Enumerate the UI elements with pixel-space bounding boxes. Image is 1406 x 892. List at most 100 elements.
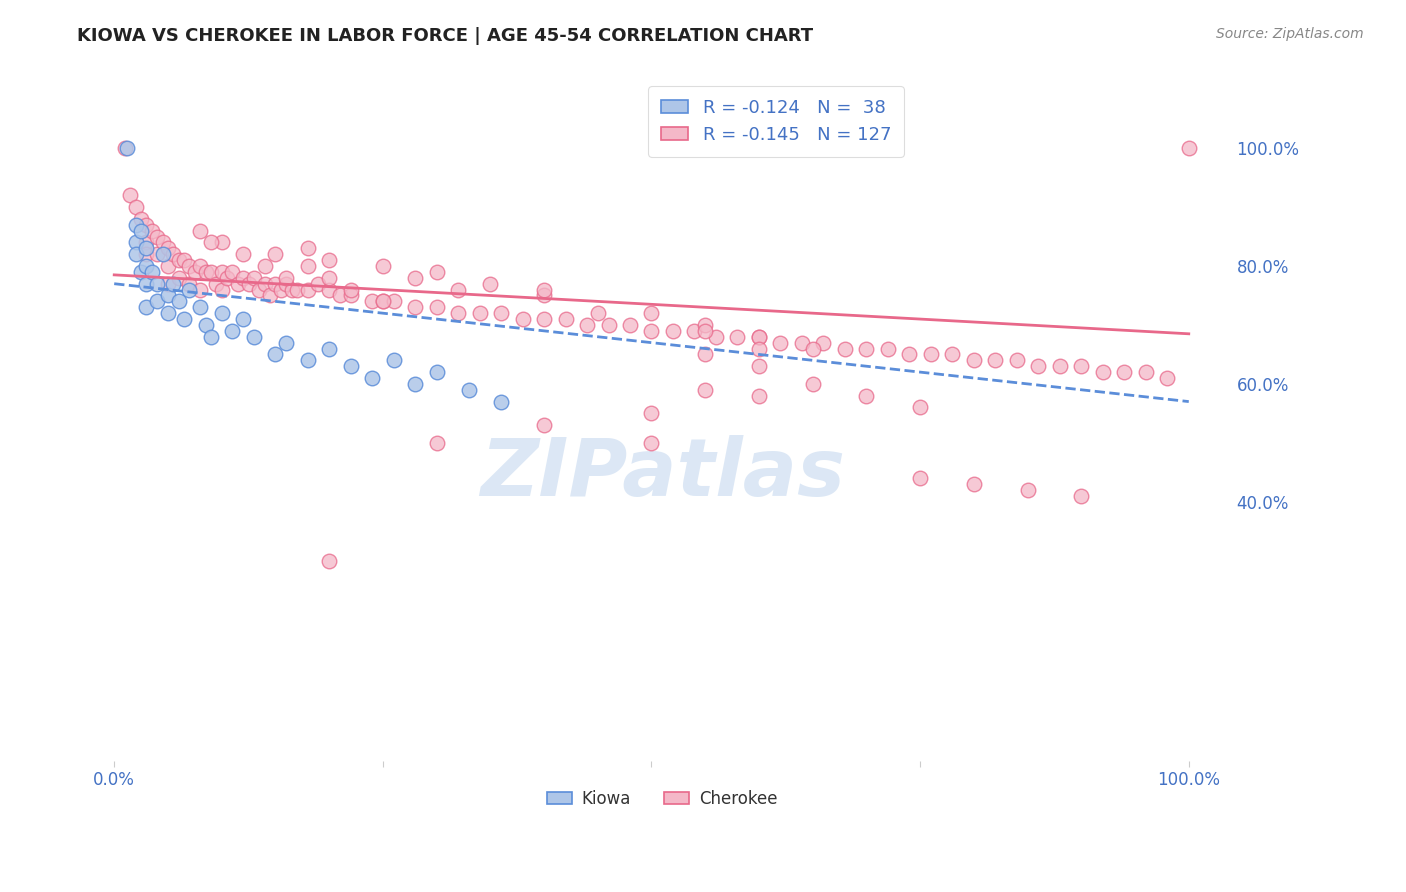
Point [371, 294, 394, 309]
Point [695, 347, 717, 361]
Point [941, 347, 963, 361]
Point [243, 270, 266, 285]
Point [1070, 359, 1092, 374]
Point [232, 247, 254, 261]
Point [211, 306, 233, 320]
Point [156, 277, 179, 291]
Point [253, 259, 276, 273]
Point [264, 277, 287, 291]
Point [232, 312, 254, 326]
Point [512, 312, 534, 326]
Point [156, 288, 179, 302]
Point [135, 241, 157, 255]
Point [586, 306, 609, 320]
Point [125, 200, 148, 214]
Point [194, 265, 217, 279]
Point [141, 224, 163, 238]
Point [120, 188, 142, 202]
Point [576, 318, 599, 332]
Point [748, 330, 770, 344]
Point [221, 324, 243, 338]
Point [489, 306, 512, 320]
Point [361, 294, 384, 309]
Point [554, 312, 576, 326]
Point [1005, 353, 1028, 368]
Point [533, 418, 555, 433]
Point [200, 330, 222, 344]
Point [426, 265, 449, 279]
Point [162, 277, 184, 291]
Point [205, 277, 228, 291]
Point [184, 265, 207, 279]
Point [173, 312, 195, 326]
Point [221, 265, 243, 279]
Point [748, 389, 770, 403]
Point [173, 253, 195, 268]
Point [619, 318, 641, 332]
Point [125, 235, 148, 250]
Point [156, 306, 179, 320]
Point [253, 277, 276, 291]
Point [727, 330, 749, 344]
Point [211, 283, 233, 297]
Point [876, 342, 898, 356]
Point [704, 330, 727, 344]
Point [135, 235, 157, 250]
Point [226, 277, 249, 291]
Point [188, 283, 211, 297]
Point [404, 376, 426, 391]
Point [533, 312, 555, 326]
Point [194, 318, 217, 332]
Point [200, 265, 222, 279]
Point [318, 270, 340, 285]
Point [1091, 365, 1114, 379]
Point [141, 265, 163, 279]
Point [598, 318, 620, 332]
Point [769, 335, 792, 350]
Point [640, 324, 662, 338]
Point [1070, 489, 1092, 503]
Point [179, 283, 201, 297]
Point [339, 359, 361, 374]
Point [748, 359, 770, 374]
Point [232, 270, 254, 285]
Point [129, 265, 152, 279]
Point [297, 283, 319, 297]
Legend: Kiowa, Cherokee: Kiowa, Cherokee [540, 783, 785, 814]
Point [404, 270, 426, 285]
Point [285, 283, 308, 297]
Point [318, 554, 340, 568]
Point [855, 342, 877, 356]
Point [318, 283, 340, 297]
Point [146, 294, 169, 309]
Point [1049, 359, 1071, 374]
Point [135, 247, 157, 261]
Point [270, 283, 292, 297]
Point [276, 270, 298, 285]
Point [135, 259, 157, 273]
Point [1017, 483, 1039, 497]
Point [146, 277, 169, 291]
Point [1177, 141, 1199, 155]
Point [211, 235, 233, 250]
Point [188, 224, 211, 238]
Point [361, 371, 384, 385]
Point [813, 335, 835, 350]
Point [215, 270, 238, 285]
Point [457, 383, 479, 397]
Point [695, 383, 717, 397]
Point [243, 330, 266, 344]
Point [264, 347, 287, 361]
Point [683, 324, 706, 338]
Point [297, 241, 319, 255]
Point [533, 283, 555, 297]
Point [790, 335, 813, 350]
Point [329, 288, 352, 302]
Point [276, 277, 298, 291]
Point [297, 353, 319, 368]
Point [426, 435, 449, 450]
Point [146, 229, 169, 244]
Point [211, 265, 233, 279]
Point [167, 253, 190, 268]
Point [280, 283, 302, 297]
